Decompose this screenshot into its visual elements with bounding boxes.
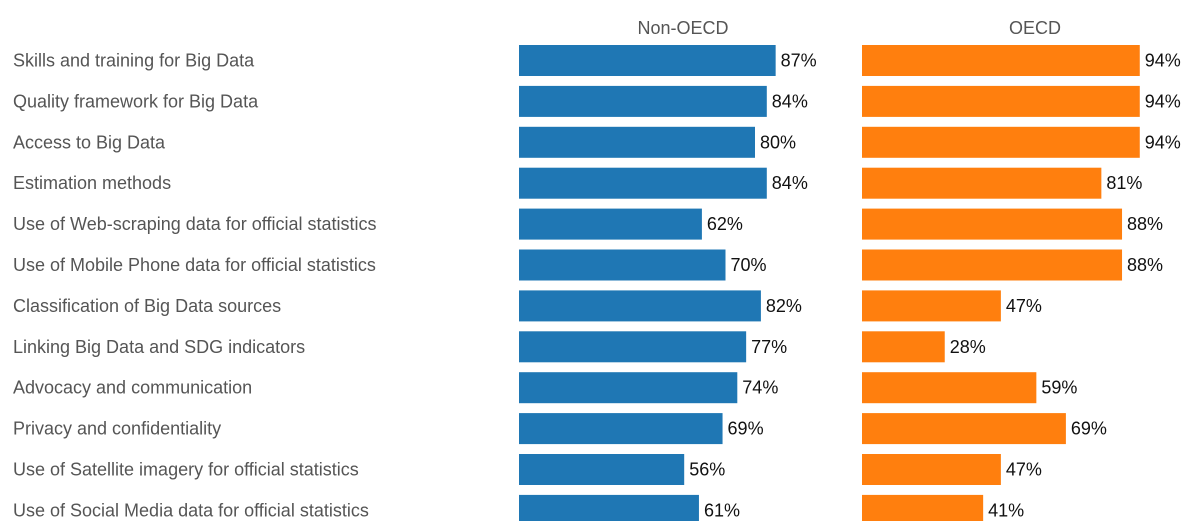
bar-oecd-use-of-social-media-data-for-official-statistics [862, 494, 984, 521]
value-label-oecd-classification-of-big-data-sources: 47% [1006, 296, 1042, 316]
bar-non-oecd-linking-big-data-and-sdg-indicators [519, 331, 747, 363]
bar-non-oecd-privacy-and-confidentiality [519, 413, 723, 445]
panel-title-oecd: OECD [1009, 18, 1061, 38]
bar-oecd-privacy-and-confidentiality [862, 413, 1066, 445]
value-label-non-oecd-use-of-satellite-imagery-for-official-statistics: 56% [689, 460, 725, 480]
series-oecd-bars: 94% 94% 94% 81% 88% 88% 47% 28% 59% 69% 47% 41% [862, 45, 1181, 521]
bar-non-oecd-use-of-social-media-data-for-official-statistics [519, 494, 699, 521]
category-label-linking-big-data-and-sdg-indicators: Linking Big Data and SDG indicators [13, 337, 305, 357]
value-label-oecd-use-of-mobile-phone-data-for-official-statistics: 88% [1127, 255, 1163, 275]
value-label-oecd-use-of-web-scraping-data-for-official-statistics: 88% [1127, 214, 1163, 234]
value-label-non-oecd-use-of-social-media-data-for-official-statistics: 61% [704, 500, 740, 520]
value-label-non-oecd-quality-framework-for-big-data: 84% [772, 91, 808, 111]
panel-title-non-oecd: Non-OECD [637, 18, 728, 38]
bar-non-oecd-classification-of-big-data-sources [519, 290, 761, 322]
value-label-non-oecd-skills-and-training-for-big-data: 87% [781, 51, 817, 71]
bar-oecd-estimation-methods [862, 167, 1102, 199]
value-label-non-oecd-privacy-and-confidentiality: 69% [728, 419, 764, 439]
value-label-oecd-advocacy-and-communication: 59% [1041, 378, 1077, 398]
value-label-non-oecd-estimation-methods: 84% [772, 173, 808, 193]
category-label-privacy-and-confidentiality: Privacy and confidentiality [13, 419, 221, 439]
category-label-quality-framework-for-big-data: Quality framework for Big Data [13, 91, 259, 111]
bar-oecd-use-of-web-scraping-data-for-official-statistics [862, 208, 1123, 240]
category-label-estimation-methods: Estimation methods [13, 173, 171, 193]
value-label-oecd-skills-and-training-for-big-data: 94% [1145, 51, 1181, 71]
value-label-oecd-use-of-social-media-data-for-official-statistics: 41% [988, 500, 1024, 520]
bar-non-oecd-advocacy-and-communication [519, 372, 738, 404]
bar-oecd-use-of-satellite-imagery-for-official-statistics [862, 454, 1001, 485]
value-label-oecd-use-of-satellite-imagery-for-official-statistics: 47% [1006, 460, 1042, 480]
series-non-oecd-bars: 87% 84% 80% 84% 62% 70% 82% 77% 74% 69% 56% 61% [519, 45, 817, 521]
category-label-use-of-social-media-data-for-official-statistics: Use of Social Media data for official st… [13, 500, 369, 520]
value-label-oecd-privacy-and-confidentiality: 69% [1071, 419, 1107, 439]
category-label-use-of-satellite-imagery-for-official-statistics: Use of Satellite imagery for official st… [13, 460, 359, 480]
value-label-non-oecd-use-of-mobile-phone-data-for-official-statistics: 70% [731, 255, 767, 275]
value-label-non-oecd-linking-big-data-and-sdg-indicators: 77% [751, 337, 787, 357]
bar-oecd-skills-and-training-for-big-data [862, 45, 1140, 76]
category-label-use-of-mobile-phone-data-for-official-statistics: Use of Mobile Phone data for official st… [13, 255, 376, 275]
bar-oecd-advocacy-and-communication [862, 372, 1037, 404]
value-label-oecd-estimation-methods: 81% [1106, 173, 1142, 193]
category-label-skills-and-training-for-big-data: Skills and training for Big Data [13, 51, 255, 71]
value-label-non-oecd-use-of-web-scraping-data-for-official-statistics: 62% [707, 214, 743, 234]
bar-non-oecd-access-to-big-data [519, 126, 755, 158]
bar-non-oecd-use-of-mobile-phone-data-for-official-statistics [519, 249, 726, 281]
value-label-non-oecd-access-to-big-data: 80% [760, 132, 796, 152]
bar-oecd-linking-big-data-and-sdg-indicators [862, 331, 945, 363]
category-label-use-of-web-scraping-data-for-official-statistics: Use of Web-scraping data for official st… [13, 214, 377, 234]
value-label-oecd-access-to-big-data: 94% [1145, 132, 1181, 152]
bar-non-oecd-skills-and-training-for-big-data [519, 45, 776, 76]
bar-oecd-access-to-big-data [862, 126, 1140, 158]
bar-oecd-quality-framework-for-big-data [862, 85, 1140, 117]
value-label-oecd-linking-big-data-and-sdg-indicators: 28% [950, 337, 986, 357]
category-label-classification-of-big-data-sources: Classification of Big Data sources [13, 296, 281, 316]
bar-non-oecd-estimation-methods [519, 167, 767, 199]
bar-non-oecd-use-of-satellite-imagery-for-official-statistics [519, 454, 685, 485]
bar-non-oecd-quality-framework-for-big-data [519, 85, 767, 117]
category-label-access-to-big-data: Access to Big Data [13, 132, 166, 152]
category-labels: Skills and training for Big Data Quality … [13, 51, 377, 521]
value-label-non-oecd-classification-of-big-data-sources: 82% [766, 296, 802, 316]
bar-oecd-classification-of-big-data-sources [862, 290, 1001, 322]
value-label-non-oecd-advocacy-and-communication: 74% [742, 378, 778, 398]
value-label-oecd-quality-framework-for-big-data: 94% [1145, 91, 1181, 111]
bar-oecd-use-of-mobile-phone-data-for-official-statistics [862, 249, 1123, 281]
category-label-advocacy-and-communication: Advocacy and communication [13, 378, 252, 398]
bar-non-oecd-use-of-web-scraping-data-for-official-statistics [519, 208, 702, 240]
